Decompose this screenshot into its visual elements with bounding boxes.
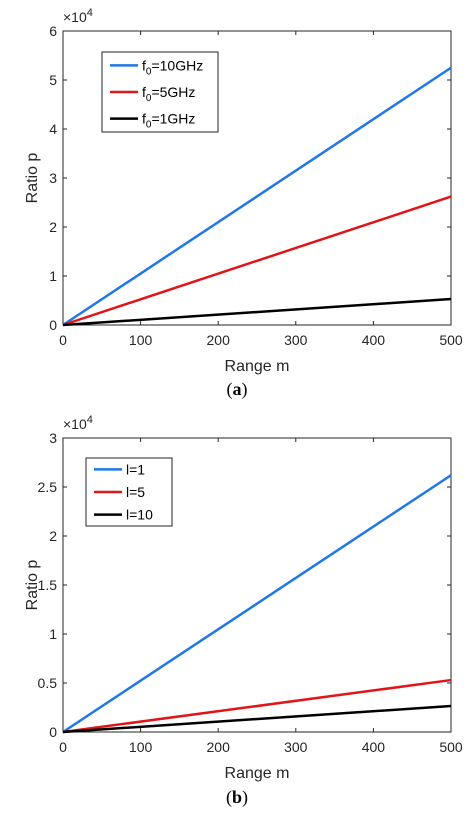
legend-label-1: f0=10GHz — [142, 57, 203, 77]
y-tick-label: 1.5 — [38, 577, 58, 593]
series-line-3 — [62, 297, 452, 327]
legend-label-2: l=5 — [126, 484, 145, 500]
y-axis-label: Ratio p — [24, 560, 41, 611]
y-tick-label: 1 — [49, 626, 57, 642]
y-tick-label: 0 — [49, 317, 57, 333]
x-axis-label: Range m — [225, 358, 290, 375]
series-line-1 — [62, 66, 452, 327]
legend-label-2: f0=5GHz — [142, 84, 195, 104]
y-tick-label: 2 — [49, 528, 57, 544]
x-tick-label: 500 — [439, 332, 463, 348]
legend-label-3: l=10 — [126, 507, 153, 523]
legend-label-3: f0=1GHz — [142, 111, 195, 131]
y-tick-label: 5 — [49, 72, 57, 88]
y-axis-multiplier: ×104 — [63, 414, 93, 432]
x-axis-label: Range m — [225, 765, 290, 782]
x-tick-label: 0 — [59, 332, 67, 348]
y-tick-label: 2.5 — [38, 479, 58, 495]
panel-label: (b) — [226, 787, 248, 808]
y-axis-multiplier: ×104 — [63, 7, 93, 25]
legend-label-1: l=1 — [126, 461, 145, 477]
y-tick-label: 6 — [49, 23, 57, 39]
x-tick-label: 400 — [362, 739, 386, 755]
chart-panel-1: 0 100 200 300 400 500 0 1 2 3 4 5 6 ×104 Range m Ratio … — [24, 7, 463, 400]
series-line-2 — [62, 195, 452, 327]
y-tick-label: 3 — [49, 430, 57, 446]
y-tick-label: 0.5 — [38, 675, 58, 691]
chart-panel-2: 0 100 200 300 400 500 0 0.5 1 1.5 2 2.5 3 ×104 Range m… — [24, 414, 463, 808]
x-tick-label: 500 — [439, 739, 463, 755]
x-tick-label: 200 — [207, 332, 231, 348]
series-line-1 — [62, 474, 452, 734]
y-tick-label: 0 — [49, 724, 57, 740]
x-tick-label: 100 — [129, 332, 153, 348]
x-tick-label: 200 — [207, 739, 231, 755]
x-tick-label: 300 — [284, 332, 308, 348]
y-tick-label: 3 — [49, 170, 57, 186]
y-tick-label: 4 — [49, 121, 57, 137]
x-tick-label: 100 — [129, 739, 153, 755]
series-line-3 — [62, 704, 452, 734]
y-axis-label: Ratio p — [24, 153, 41, 204]
x-tick-label: 300 — [284, 739, 308, 755]
y-tick-label: 1 — [49, 268, 57, 284]
x-tick-label: 400 — [362, 332, 386, 348]
series-line-2 — [62, 678, 452, 734]
y-tick-label: 2 — [49, 219, 57, 235]
panel-label: (a) — [227, 379, 248, 400]
x-tick-label: 0 — [59, 739, 67, 755]
